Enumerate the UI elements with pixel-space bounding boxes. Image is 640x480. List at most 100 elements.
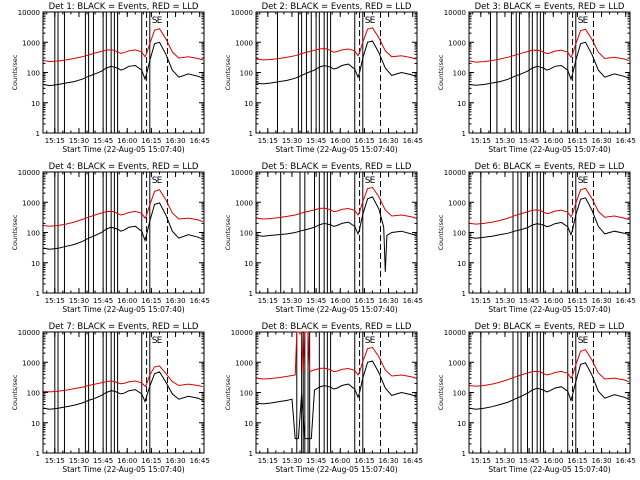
- x-tick-label: 15:15: [258, 297, 278, 305]
- y-axis-label: Counts/sec: [224, 214, 232, 250]
- y-axis-label: Counts/sec: [224, 374, 232, 410]
- interval-marker: E: [157, 336, 163, 346]
- y-tick-label: 1: [36, 450, 40, 458]
- chart-title: Det 6: BLACK = Events, RED = LLD: [475, 162, 625, 172]
- y-axis-label: Counts/sec: [437, 214, 445, 250]
- plot-frame: [468, 331, 631, 454]
- y-tick-label: 10: [31, 260, 40, 268]
- x-tick-label: 15:45: [93, 297, 113, 305]
- y-tick-label: 1000: [448, 199, 466, 207]
- x-tick-label: 15:15: [471, 297, 491, 305]
- y-tick-label: 10: [244, 260, 253, 268]
- y-axis-label: Counts/sec: [437, 54, 445, 90]
- series-line: [43, 189, 204, 227]
- x-axis-label: Start Time (22-Aug-05 15:07:40): [488, 465, 610, 474]
- y-tick-label: 1: [249, 130, 253, 138]
- y-tick-label: 10000: [444, 169, 466, 177]
- chart-title: Det 3: BLACK = Events, RED = LLD: [475, 2, 625, 12]
- x-tick-label: 16:15: [141, 457, 161, 465]
- y-tick-label: 10: [457, 260, 466, 268]
- x-axis-label: Start Time (22-Aug-05 15:07:40): [488, 305, 610, 314]
- chart-panel: Det 2: BLACK = Events, RED = LLD 1 10 100 10…: [224, 2, 423, 154]
- interval-marker: S: [365, 336, 371, 346]
- x-tick-label: 16:45: [616, 297, 636, 305]
- x-tick-label: 15:30: [495, 137, 515, 145]
- x-tick-label: 16:00: [117, 137, 137, 145]
- x-tick-label: 16:00: [330, 297, 350, 305]
- x-tick-label: 15:30: [282, 457, 302, 465]
- x-tick-label: 15:15: [45, 137, 65, 145]
- x-tick-label: 15:45: [306, 137, 326, 145]
- y-tick-label: 100: [240, 390, 253, 398]
- y-tick-label: 1: [462, 290, 466, 298]
- interval-marker: E: [583, 336, 589, 346]
- x-tick-label: 16:30: [378, 137, 398, 145]
- interval-marker: S: [365, 176, 371, 186]
- x-tick-label: 15:45: [306, 457, 326, 465]
- x-tick-label: 15:45: [519, 297, 539, 305]
- interval-marker: S: [152, 336, 158, 346]
- x-tick-label: 16:00: [543, 457, 563, 465]
- x-axis-label: Start Time (22-Aug-05 15:07:40): [62, 465, 184, 474]
- y-tick-label: 100: [27, 230, 40, 238]
- interval-marker: E: [370, 336, 376, 346]
- x-tick-label: 16:00: [330, 137, 350, 145]
- y-tick-label: 1000: [235, 359, 253, 367]
- x-tick-label: 15:15: [45, 297, 65, 305]
- plot-frame: [42, 11, 205, 134]
- y-tick-label: 10: [244, 100, 253, 108]
- interval-marker: S: [152, 176, 158, 186]
- y-tick-label: 100: [27, 70, 40, 78]
- x-tick-label: 15:45: [306, 297, 326, 305]
- x-tick-label: 15:15: [45, 457, 65, 465]
- y-tick-label: 10: [457, 420, 466, 428]
- interval-marker: S: [152, 16, 158, 26]
- y-axis-label: Counts/sec: [11, 214, 19, 250]
- chart-panel: Det 4: BLACK = Events, RED = LLD 1 10 100 10…: [11, 162, 210, 314]
- y-tick-label: 10: [31, 100, 40, 108]
- y-tick-label: 1: [36, 130, 40, 138]
- interval-marker: E: [157, 176, 163, 186]
- y-tick-label: 100: [240, 230, 253, 238]
- series-line: [469, 197, 630, 239]
- series-line: [469, 28, 630, 63]
- series-line: [43, 371, 204, 410]
- x-tick-label: 15:15: [471, 457, 491, 465]
- x-tick-label: 16:00: [117, 457, 137, 465]
- x-tick-label: 16:45: [190, 137, 210, 145]
- interval-marker: E: [370, 16, 376, 26]
- x-tick-label: 16:45: [190, 297, 210, 305]
- x-tick-label: 16:00: [330, 457, 350, 465]
- x-tick-label: 15:15: [258, 457, 278, 465]
- x-tick-label: 16:45: [403, 137, 423, 145]
- y-tick-label: 10000: [231, 169, 253, 177]
- x-tick-label: 16:45: [616, 137, 636, 145]
- series-line: [256, 27, 417, 61]
- y-tick-label: 100: [453, 390, 466, 398]
- y-tick-label: 1: [462, 450, 466, 458]
- x-tick-label: 16:15: [567, 297, 587, 305]
- chart-title: Det 7: BLACK = Events, RED = LLD: [49, 322, 199, 332]
- x-tick-label: 16:15: [141, 137, 161, 145]
- chart-title: Det 5: BLACK = Events, RED = LLD: [262, 162, 412, 172]
- x-tick-label: 16:30: [165, 137, 185, 145]
- series-line: [43, 28, 204, 63]
- y-tick-label: 1000: [22, 199, 40, 207]
- chart-title: Det 8: BLACK = Events, RED = LLD: [262, 322, 412, 332]
- y-tick-label: 10000: [18, 329, 40, 337]
- plot-frame: [468, 11, 631, 134]
- x-axis-label: Start Time (22-Aug-05 15:07:40): [488, 145, 610, 154]
- x-tick-label: 15:15: [258, 137, 278, 145]
- y-axis-label: Counts/sec: [224, 54, 232, 90]
- y-tick-label: 10: [31, 420, 40, 428]
- x-tick-label: 15:45: [519, 457, 539, 465]
- series-line: [256, 331, 417, 380]
- y-tick-label: 100: [453, 70, 466, 78]
- x-tick-label: 15:15: [471, 137, 491, 145]
- y-axis-label: Counts/sec: [11, 374, 19, 410]
- y-tick-label: 1000: [22, 39, 40, 47]
- interval-marker: E: [583, 176, 589, 186]
- series-line: [469, 187, 630, 225]
- chart-title: Det 2: BLACK = Events, RED = LLD: [262, 2, 412, 12]
